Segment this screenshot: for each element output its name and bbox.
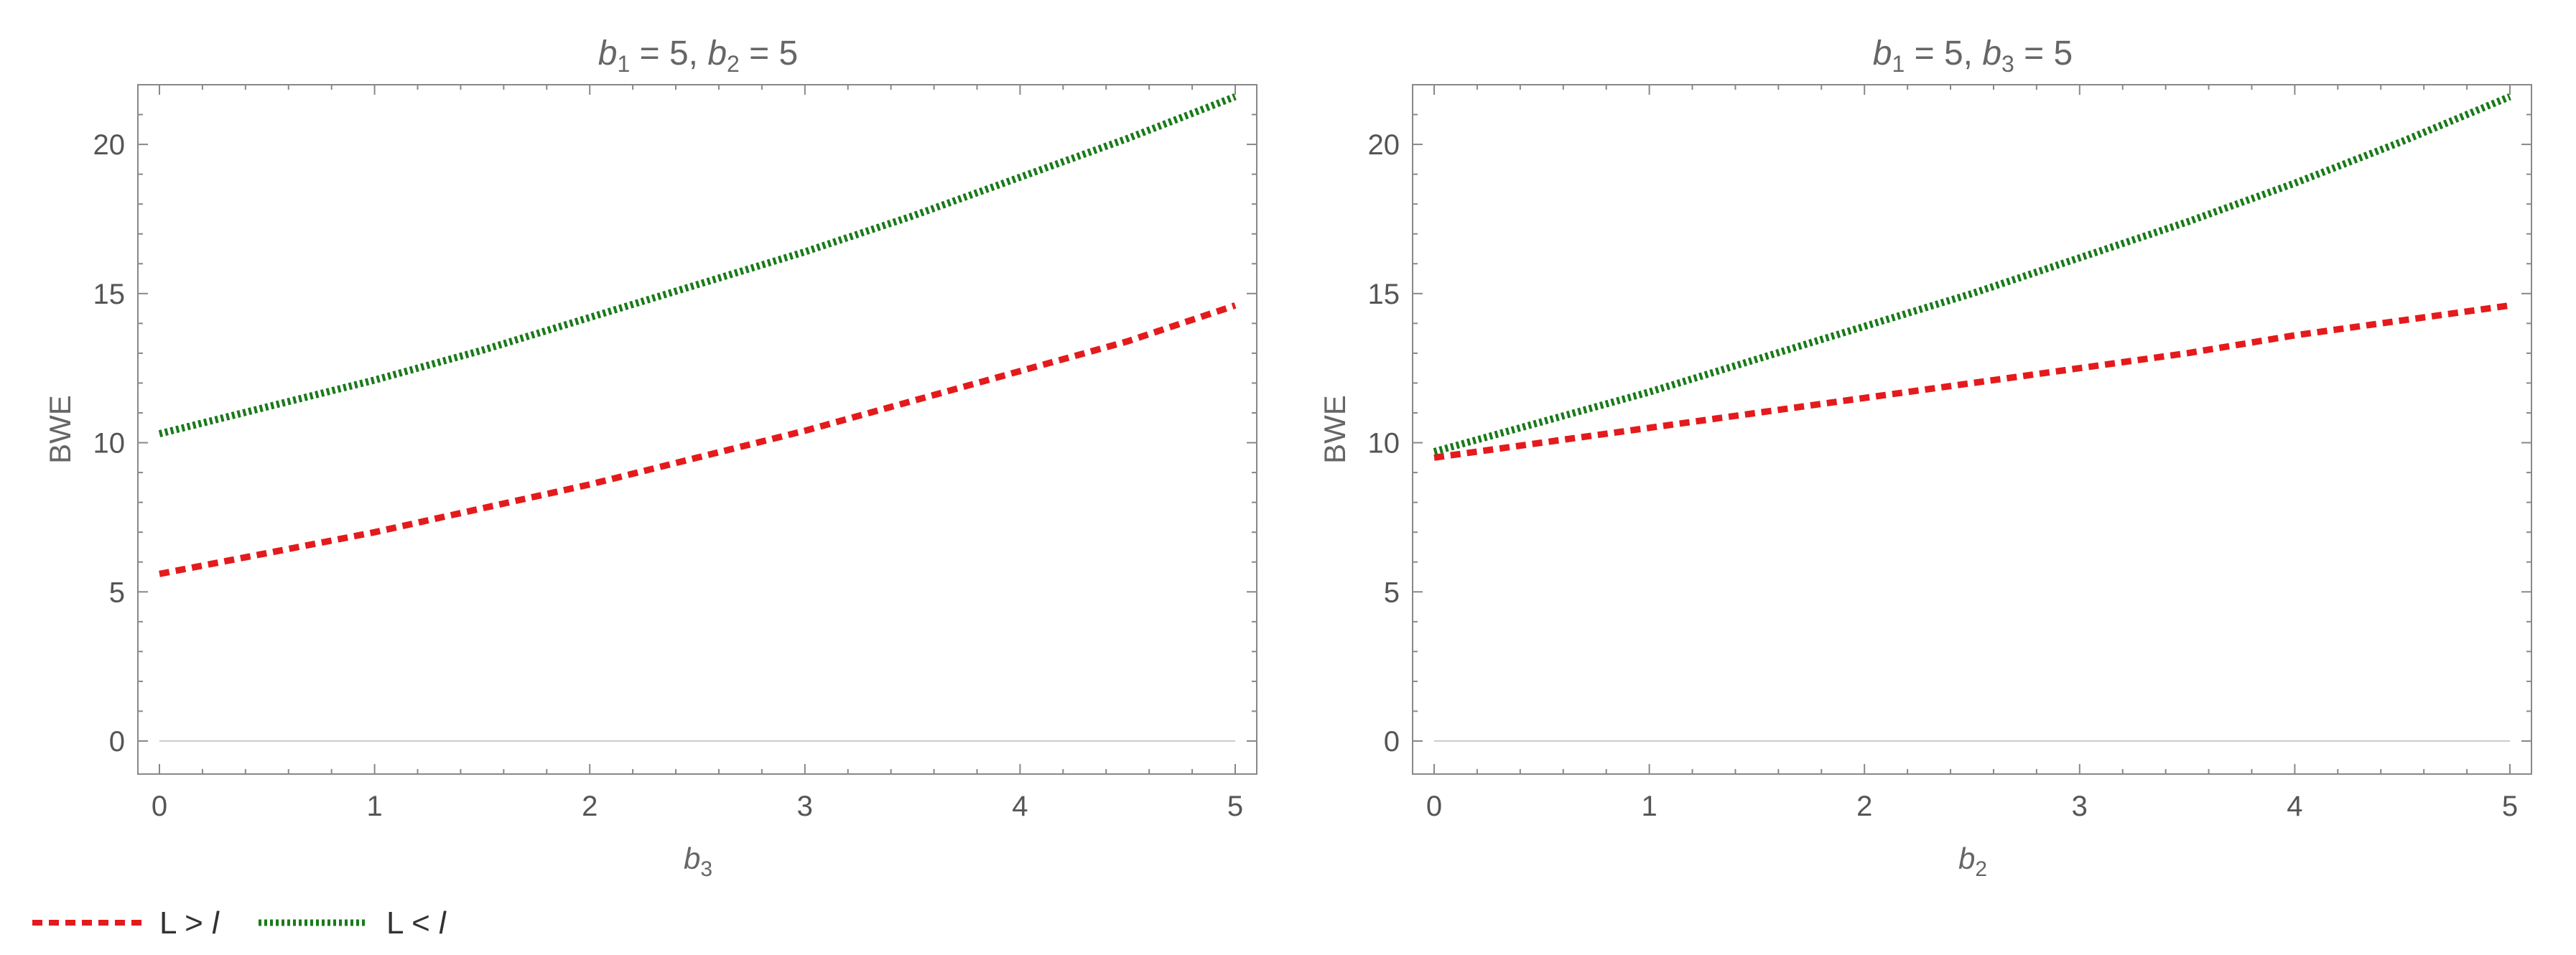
x-tick-label-left: 0 xyxy=(152,791,167,822)
y-tick-label-right: 5 xyxy=(1384,577,1400,608)
plot-frame-right xyxy=(1412,84,2532,775)
legend-label-l-less: L < l xyxy=(386,905,447,941)
legend: L > l L < l xyxy=(32,905,447,941)
x-tick-label-left: 5 xyxy=(1227,791,1243,822)
y-tick-label-right: 15 xyxy=(1368,279,1400,310)
x-ticks-left: 0 1 2 3 4 5 xyxy=(152,85,1243,822)
x-axis-label-right: b2 xyxy=(1958,842,1987,881)
x-axis-label-left: b3 xyxy=(684,842,712,881)
x-tick-label-right: 0 xyxy=(1426,791,1442,822)
y-tick-label-right: 20 xyxy=(1368,129,1400,161)
x-tick-label-right: 2 xyxy=(1856,791,1872,822)
series-line-l-greater-right xyxy=(1433,302,2511,461)
chart-panel-right: b1 = 5, b3 = 5 0 1 2 3 4 5 0 5 10 15 20 b2 BWE xyxy=(1318,34,2532,881)
legend-label-l-greater: L > l xyxy=(159,905,220,941)
series-group-left xyxy=(158,93,1237,577)
chart-panel-left: b1 = 5, b2 = 5 0 1 2 3 4 5 0 5 10 15 20 b3 BWE xyxy=(43,34,1257,881)
x-tick-label-right: 4 xyxy=(2287,791,2302,822)
x-tick-label-left: 2 xyxy=(582,791,597,822)
x-tick-label-right: 5 xyxy=(2502,791,2518,822)
chart-title-right: b1 = 5, b3 = 5 xyxy=(1873,34,2073,77)
series-line-l-less-right xyxy=(1433,93,2511,455)
y-tick-label-left: 5 xyxy=(109,577,125,608)
y-ticks-left: 0 5 10 15 20 xyxy=(93,84,1257,758)
series-group-right xyxy=(1433,93,2511,461)
plot-frame-left xyxy=(137,84,1257,775)
x-tick-label-left: 1 xyxy=(366,791,382,822)
x-tick-label-left: 3 xyxy=(797,791,813,822)
y-tick-label-right: 10 xyxy=(1368,428,1400,460)
y-tick-label-left: 0 xyxy=(109,726,125,758)
y-tick-label-left: 10 xyxy=(93,428,126,460)
series-line-l-less-left xyxy=(158,93,1237,437)
x-tick-label-right: 3 xyxy=(2072,791,2088,822)
x-ticks-right: 0 1 2 3 4 5 xyxy=(1426,85,2518,822)
y-axis-label-left: BWE xyxy=(43,395,77,464)
y-tick-label-right: 0 xyxy=(1384,726,1400,758)
y-ticks-right: 0 5 10 15 20 xyxy=(1368,84,2531,758)
x-tick-label-right: 1 xyxy=(1641,791,1657,822)
chart-title-left: b1 = 5, b2 = 5 xyxy=(598,34,798,77)
series-line-l-greater-left xyxy=(159,302,1237,577)
x-tick-label-left: 4 xyxy=(1012,791,1028,822)
y-axis-label-right: BWE xyxy=(1318,395,1352,464)
y-tick-label-left: 15 xyxy=(93,279,126,310)
y-tick-label-left: 20 xyxy=(93,129,126,161)
